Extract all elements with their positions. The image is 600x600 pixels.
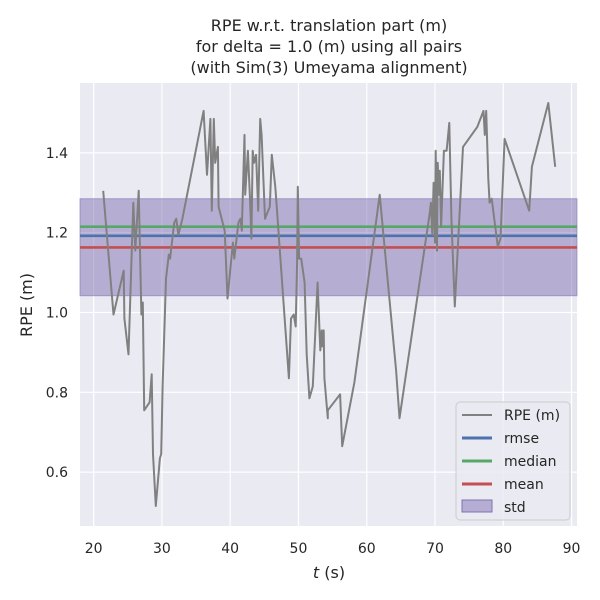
grid-lines	[80, 83, 577, 526]
x-tick-label: 90	[563, 541, 581, 557]
tick-labels: 20 30 40 50 60 70 80 90 0.6 0.8 1.0 1.2 1.4	[46, 146, 581, 557]
x-tick-label: 70	[426, 541, 444, 557]
y-tick-label: 1.2	[46, 226, 68, 242]
y-tick-label: 0.6	[46, 465, 68, 481]
rpe-series-layer	[102, 102, 557, 507]
legend-box	[455, 401, 571, 521]
legend: RPE (m) rmse median mean std	[455, 401, 571, 521]
y-tick-label: 0.8	[46, 385, 68, 401]
x-axis-label: t (s)	[313, 563, 345, 582]
x-tick-label: 60	[358, 541, 376, 557]
legend-label-rmse: rmse	[504, 431, 539, 447]
x-axis-label-unit: (s)	[324, 563, 345, 582]
x-tick-label: 80	[494, 541, 512, 557]
legend-label-median: median	[504, 454, 556, 470]
x-tick-label: 30	[153, 541, 171, 557]
legend-label-mean: mean	[504, 477, 544, 493]
rpe-series-line	[102, 102, 557, 507]
stat-lines-layer	[80, 225, 577, 249]
title-line-3: (with Sim(3) Umeyama alignment)	[190, 58, 467, 77]
x-tick-label: 50	[290, 541, 308, 557]
title-line-1: RPE w.r.t. translation part (m)	[211, 16, 447, 35]
legend-label-std: std	[504, 500, 526, 516]
x-tick-label: 20	[85, 541, 103, 557]
y-axis-label: RPE (m)	[17, 273, 36, 337]
title-line-2: for delta = 1.0 (m) using all pairs	[196, 37, 462, 56]
x-tick-label: 40	[221, 541, 239, 557]
x-axis-label-var: t	[313, 563, 320, 582]
legend-label-rpe: RPE (m)	[504, 408, 560, 424]
y-tick-label: 1.4	[46, 146, 68, 162]
chart-title: RPE w.r.t. translation part (m) for delt…	[190, 16, 467, 77]
legend-swatch-std	[461, 499, 493, 513]
y-tick-label: 1.0	[46, 305, 68, 321]
